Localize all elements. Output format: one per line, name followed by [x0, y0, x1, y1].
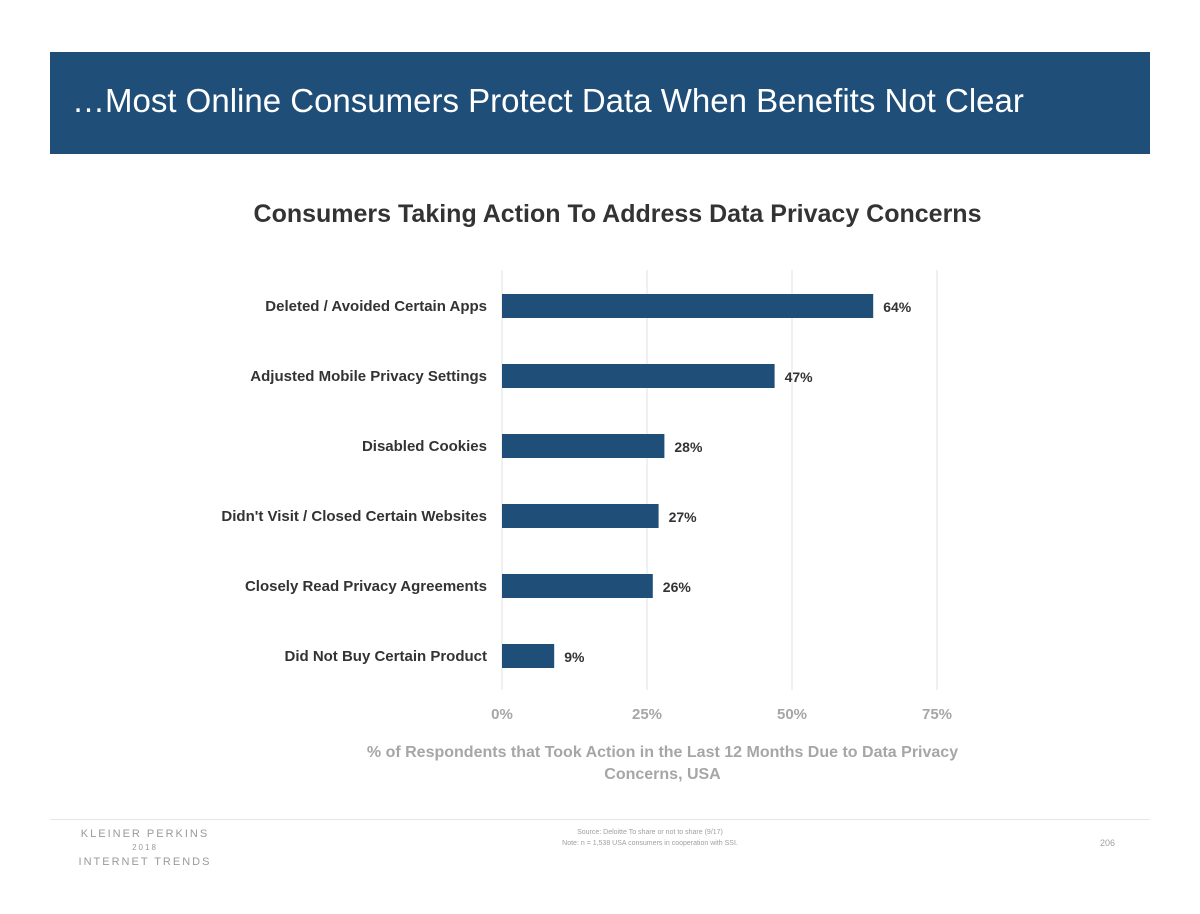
logo-line-1: KLEINER PERKINS — [80, 828, 210, 840]
data-label: 9% — [564, 649, 585, 665]
x-tick-label: 0% — [491, 706, 513, 723]
category-label: Adjusted Mobile Privacy Settings — [250, 368, 487, 385]
source-line: Source: Deloitte To share or not to shar… — [577, 829, 723, 836]
x-axis-title: % of Respondents that Took Action in the… — [366, 744, 959, 783]
header-band: …Most Online Consumers Protect Data When… — [50, 52, 1150, 154]
data-label: 27% — [669, 509, 698, 525]
category-label: Closely Read Privacy Agreements — [245, 578, 487, 595]
chart-title: Consumers Taking Action To Address Data … — [253, 200, 982, 228]
data-label: 26% — [663, 579, 692, 595]
category-label: Didn't Visit / Closed Certain Websites — [221, 508, 487, 525]
page-number: 206 — [1100, 838, 1116, 848]
bar — [502, 434, 665, 458]
logo-line-2: 2018 — [132, 843, 158, 852]
slide-title: …Most Online Consumers Protect Data When… — [72, 82, 1024, 119]
category-label: Did Not Buy Certain Product — [284, 648, 487, 665]
kpcb-logo: KLEINER PERKINS 2018 INTERNET TRENDS — [60, 827, 230, 869]
bar — [502, 364, 775, 388]
bars — [502, 294, 874, 668]
bar — [502, 294, 874, 318]
logo-line-3: INTERNET TRENDS — [78, 856, 212, 868]
footer-divider — [50, 819, 1150, 820]
bar — [502, 504, 659, 528]
note-line: Note: n = 1,538 USA consumers in coopera… — [562, 840, 738, 847]
bar — [502, 574, 653, 598]
data-label: 28% — [674, 439, 703, 455]
category-label: Disabled Cookies — [362, 438, 487, 455]
data-label: 64% — [883, 299, 912, 315]
x-tick-label: 75% — [922, 706, 952, 723]
category-labels: Deleted / Avoided Certain Apps Adjusted M… — [221, 298, 487, 665]
bar — [502, 644, 555, 668]
gridlines — [501, 270, 938, 690]
data-labels: 64% 47% 28% 27% 26% 9% — [564, 299, 912, 665]
source-note: Source: Deloitte To share or not to shar… — [440, 827, 860, 849]
x-tick-label: 50% — [777, 706, 807, 723]
category-label: Deleted / Avoided Certain Apps — [265, 298, 487, 315]
x-tick-label: 25% — [632, 706, 662, 723]
data-label: 47% — [785, 369, 814, 385]
x-tick-labels: 0% 25% 50% 75% — [491, 706, 952, 723]
